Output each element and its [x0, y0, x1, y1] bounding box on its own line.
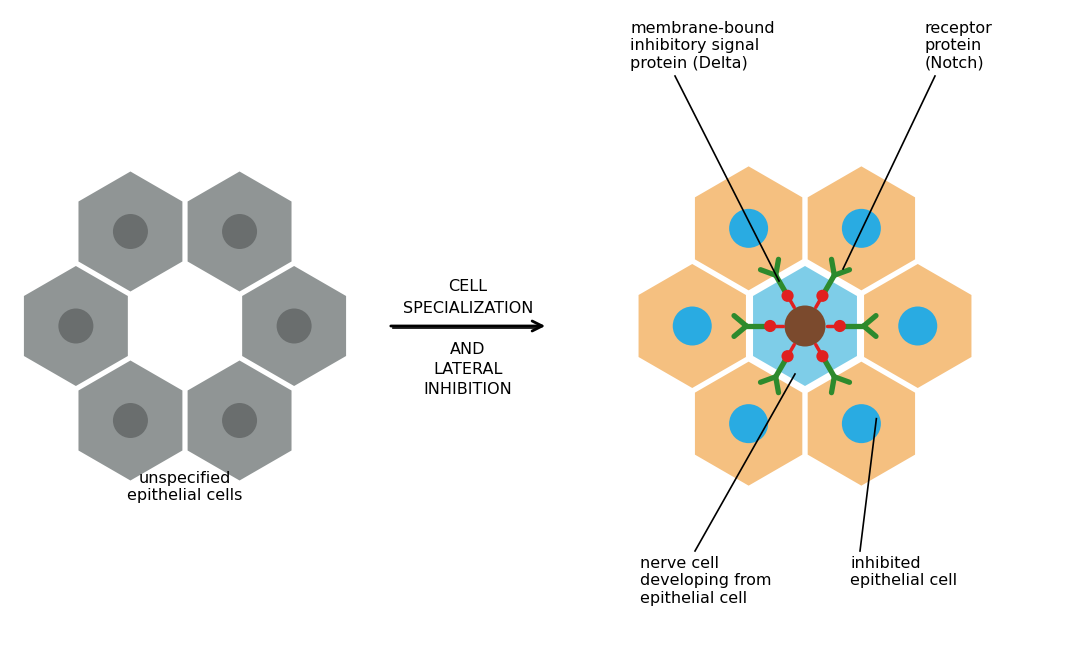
Circle shape: [834, 320, 846, 332]
Polygon shape: [753, 266, 857, 386]
Circle shape: [781, 290, 794, 302]
Circle shape: [222, 403, 258, 438]
Circle shape: [764, 320, 776, 332]
Circle shape: [277, 309, 312, 344]
Text: CELL: CELL: [449, 279, 488, 294]
Circle shape: [729, 404, 768, 443]
Circle shape: [673, 307, 712, 346]
Polygon shape: [695, 362, 803, 486]
Circle shape: [816, 350, 829, 362]
Circle shape: [816, 290, 829, 302]
Polygon shape: [187, 171, 291, 292]
Polygon shape: [79, 361, 183, 480]
Polygon shape: [807, 167, 915, 290]
Polygon shape: [807, 362, 915, 486]
Text: SPECIALIZATION: SPECIALIZATION: [403, 301, 533, 316]
Polygon shape: [695, 167, 803, 290]
Polygon shape: [865, 264, 972, 388]
Text: receptor
protein
(Notch): receptor protein (Notch): [925, 21, 993, 71]
Text: INHIBITION: INHIBITION: [424, 382, 513, 397]
Polygon shape: [242, 266, 346, 386]
Circle shape: [729, 209, 768, 248]
Text: inhibited
epithelial cell: inhibited epithelial cell: [850, 556, 958, 589]
Text: membrane-bound
inhibitory signal
protein (Delta): membrane-bound inhibitory signal protein…: [630, 21, 775, 71]
Circle shape: [784, 305, 826, 346]
Circle shape: [113, 403, 148, 438]
Circle shape: [113, 214, 148, 249]
Text: nerve cell
developing from
epithelial cell: nerve cell developing from epithelial ce…: [639, 556, 771, 606]
Circle shape: [222, 214, 258, 249]
Polygon shape: [79, 171, 183, 292]
Circle shape: [781, 350, 794, 362]
Text: LATERAL: LATERAL: [433, 362, 503, 377]
Circle shape: [842, 209, 881, 248]
Circle shape: [58, 309, 93, 344]
Text: AND: AND: [450, 342, 486, 357]
Polygon shape: [638, 264, 745, 388]
Circle shape: [842, 404, 881, 443]
Circle shape: [898, 307, 937, 346]
Polygon shape: [24, 266, 128, 386]
Polygon shape: [187, 361, 291, 480]
Text: unspecified
epithelial cells: unspecified epithelial cells: [128, 471, 242, 503]
